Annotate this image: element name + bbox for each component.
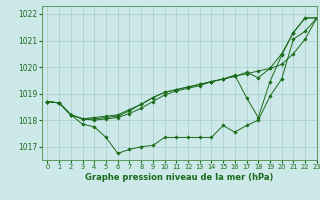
- X-axis label: Graphe pression niveau de la mer (hPa): Graphe pression niveau de la mer (hPa): [85, 173, 273, 182]
